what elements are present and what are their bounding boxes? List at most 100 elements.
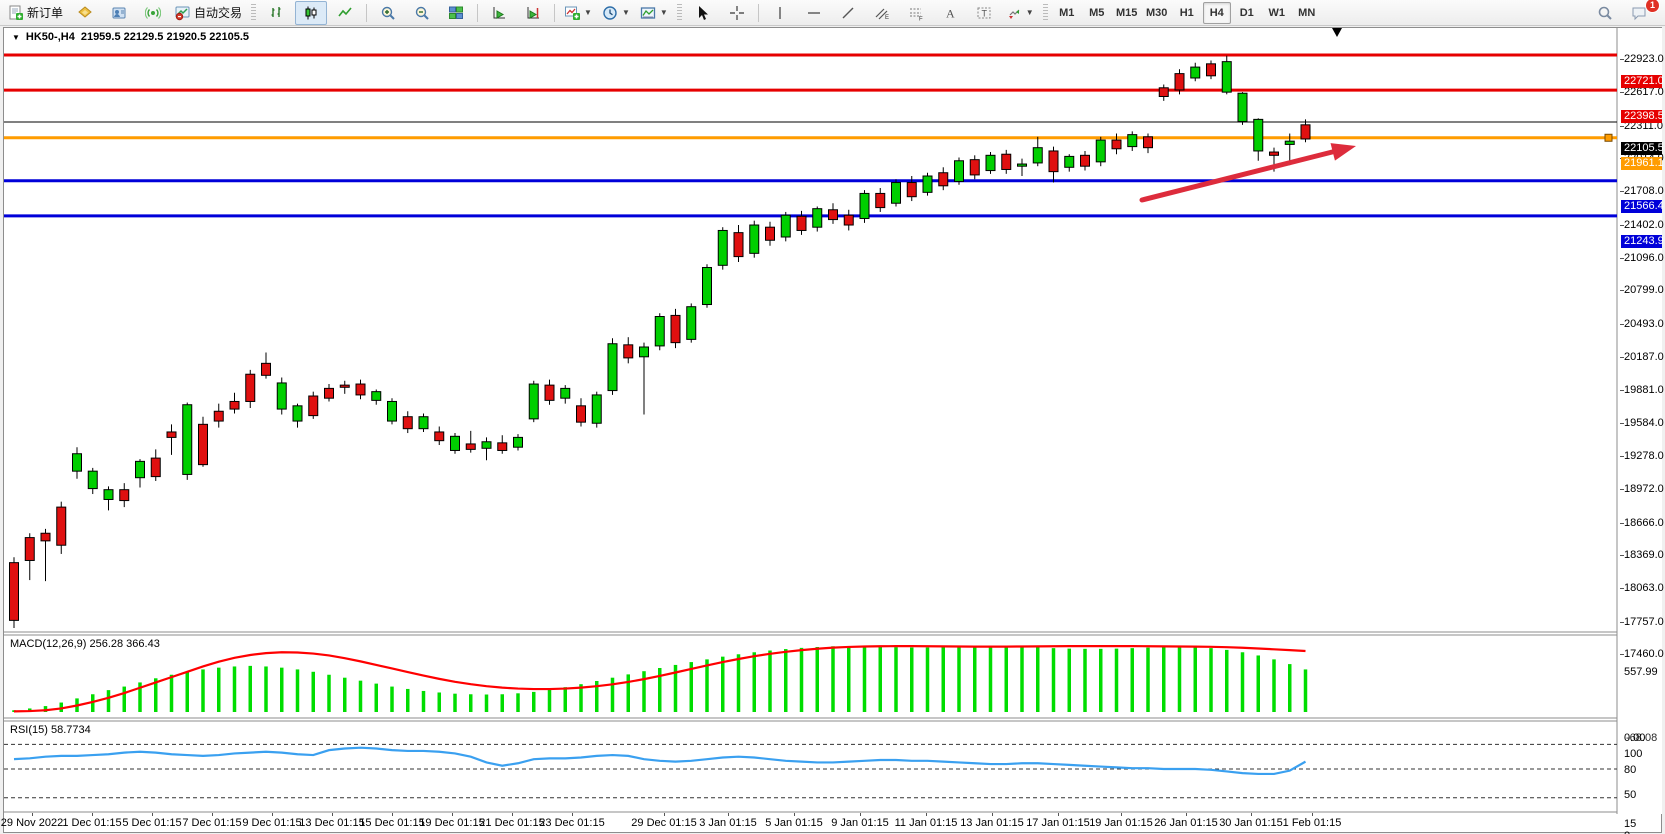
- date-tick-mark: [332, 813, 333, 816]
- date-tick: 13 Dec 01:15: [299, 817, 365, 829]
- tab-timeframe-m1[interactable]: M1: [1059, 6, 1075, 19]
- periods-clock-icon: [603, 5, 617, 20]
- date-tick-mark: [392, 813, 393, 816]
- market-watch-icon: [78, 5, 92, 18]
- signal-icon: [145, 6, 162, 19]
- text-label-tool-button[interactable]: T: [968, 1, 1000, 25]
- price-tick: 18666.0: [1620, 517, 1664, 529]
- date-tick-mark: [512, 813, 513, 816]
- date-tick: 3 Jan 01:15: [699, 817, 757, 829]
- tile-windows-button[interactable]: [440, 1, 472, 25]
- price-tick: 21708.0: [1620, 185, 1664, 197]
- date-tick: 26 Jan 01:15: [1154, 817, 1218, 829]
- data-window-button[interactable]: [103, 1, 135, 25]
- date-tick-mark: [32, 813, 33, 816]
- price-chart-canvas[interactable]: [4, 28, 1621, 814]
- market-watch-button[interactable]: [69, 1, 101, 25]
- periods-button[interactable]: ▼: [598, 1, 634, 25]
- candlestick-series: [9, 55, 1311, 628]
- price-tick: 17757.0: [1620, 616, 1664, 628]
- horizontal-line-tool-button[interactable]: [798, 1, 830, 25]
- trend-arrow: [1139, 143, 1356, 203]
- tab-timeframe-m15[interactable]: M15: [1116, 6, 1138, 19]
- price-tick: 18972.0: [1620, 483, 1664, 495]
- toolbar-grip: [676, 3, 682, 22]
- tab-timeframe-mn[interactable]: MN: [1298, 6, 1316, 19]
- bar-chart-button[interactable]: [261, 1, 293, 25]
- svg-text:E: E: [885, 15, 889, 21]
- tab-timeframe-h1[interactable]: H1: [1179, 6, 1194, 19]
- date-tick: 19 Jan 01:15: [1089, 817, 1153, 829]
- tab-timeframe-m5[interactable]: M5: [1089, 6, 1105, 19]
- zoom-out-button[interactable]: [406, 1, 438, 25]
- line-chart-icon: [338, 6, 352, 16]
- candlestick-button[interactable]: [295, 0, 328, 25]
- date-tick-mark: [664, 813, 665, 816]
- comments-button[interactable]: 1: [1623, 0, 1660, 25]
- new-order-label: 新订单: [27, 6, 64, 20]
- horizontal-level-lines: [4, 53, 1617, 218]
- fibonacci-tool-button[interactable]: F: [900, 1, 932, 25]
- macd-signal-line: [13, 645, 1306, 713]
- svg-text:A: A: [946, 6, 955, 20]
- vertical-line-tool-button[interactable]: [764, 1, 796, 25]
- toolbar-separator: [554, 3, 556, 22]
- date-tick: 15 Dec 01:15: [359, 817, 425, 829]
- fibonacci-icon: F: [909, 8, 923, 21]
- price-label-21243.9: 21243.9: [1621, 235, 1664, 249]
- tab-timeframe-w1[interactable]: W1: [1268, 6, 1285, 19]
- candlestick-icon: [305, 6, 317, 19]
- price-tick: 21402.0: [1620, 219, 1664, 231]
- text-tool-button[interactable]: A: [934, 1, 966, 25]
- search-button[interactable]: [1589, 1, 1621, 25]
- equidistant-channel-tool-button[interactable]: E: [866, 1, 898, 25]
- date-tick: 29 Dec 01:15: [631, 817, 697, 829]
- date-tick: 1 Feb 01:15: [1282, 817, 1342, 829]
- tab-timeframe-d1[interactable]: D1: [1239, 6, 1254, 19]
- zoom-out-icon: [415, 6, 429, 20]
- zoom-in-button[interactable]: [372, 1, 404, 25]
- auto-scroll-button[interactable]: [483, 1, 515, 25]
- price-tick: 17460.0: [1620, 648, 1664, 660]
- cursor-tool-button[interactable]: [687, 1, 719, 25]
- toolbar-grip: [1042, 3, 1048, 22]
- date-axis[interactable]: 29 Nov 2022 1 Dec 01:15 5 Dec 01:15 7 Dec 0…: [0, 813, 1621, 832]
- template-button[interactable]: ▼: [636, 1, 672, 25]
- date-tick: 7 Dec 01:15: [182, 817, 242, 829]
- svg-text:F: F: [919, 16, 923, 21]
- tab-timeframe-m30[interactable]: M30: [1146, 6, 1168, 19]
- arrows-tool-button[interactable]: ▼: [1002, 1, 1038, 25]
- crosshair-tool-button[interactable]: [721, 1, 753, 25]
- price-label-22398.5: 22398.5: [1621, 109, 1664, 123]
- new-chart-button[interactable]: ▼: [560, 1, 596, 25]
- price-label-22105.5: 22105.5: [1621, 141, 1664, 155]
- date-tick-mark: [452, 813, 453, 816]
- new-order-button[interactable]: 新订单: [4, 1, 67, 25]
- macd-indicator-label: MACD(12,26,9) 256.28 366.43: [10, 638, 160, 650]
- trendline-tool-button[interactable]: [832, 1, 864, 25]
- signal-button[interactable]: [137, 1, 169, 25]
- toolbar-separator: [757, 3, 759, 22]
- rsi-line: [13, 746, 1307, 776]
- date-tick-mark: [1058, 813, 1059, 816]
- date-tick-mark: [92, 813, 93, 816]
- line-chart-button[interactable]: [329, 1, 361, 25]
- chart-shift-button[interactable]: [517, 1, 549, 25]
- price-label-22721.0: 22721.0: [1621, 74, 1664, 88]
- tab-timeframe-h4[interactable]: H4: [1202, 1, 1231, 24]
- date-tick: 29 Nov 2022: [0, 817, 64, 829]
- date-tick: 19 Dec 01:15: [419, 817, 485, 829]
- date-tick-mark: [1186, 813, 1187, 816]
- macd-histogram: [12, 646, 1308, 712]
- date-tick: 5 Jan 01:15: [765, 817, 823, 829]
- price-tick: 19881.0: [1620, 384, 1664, 396]
- price-axis[interactable]: 22923.022617.022311.022014.021708.021402…: [1620, 28, 1664, 834]
- date-tick: 9 Dec 01:15: [242, 817, 302, 829]
- zoom-in-icon: [381, 6, 395, 20]
- price-tick: 20493.0: [1620, 318, 1664, 330]
- toolbar-grip: [251, 3, 257, 22]
- new-order-icon: [9, 5, 23, 20]
- dropdown-caret: ▼: [584, 8, 592, 17]
- autotrading-button[interactable]: 自动交易: [171, 1, 246, 25]
- collapse-arrow-icon[interactable]: ▼: [12, 32, 20, 42]
